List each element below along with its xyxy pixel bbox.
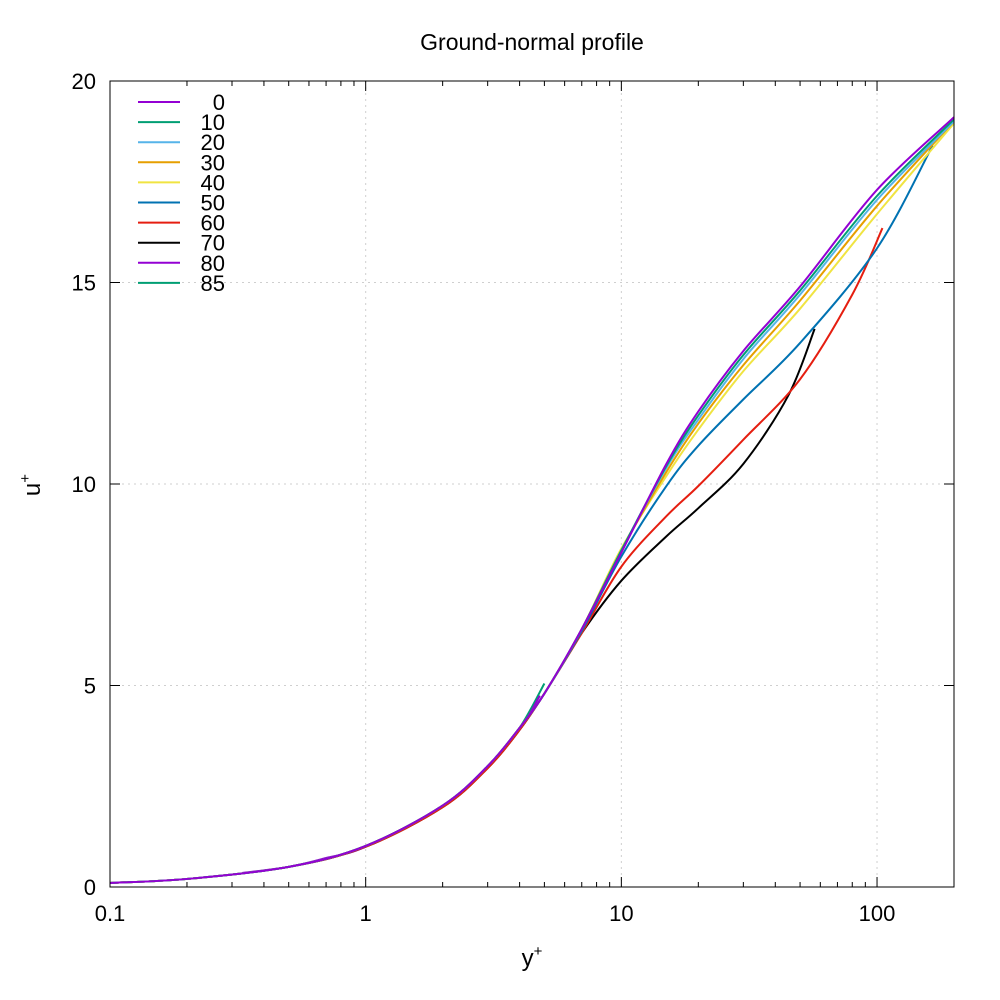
x-tick-label: 100 xyxy=(859,901,896,926)
x-axis-label: y+ xyxy=(522,943,543,972)
series-layer xyxy=(109,116,955,884)
x-tick-label: 0.1 xyxy=(95,901,126,926)
x-tick-label: 10 xyxy=(609,901,633,926)
legend-label: 70 xyxy=(201,231,225,256)
y-tick-label: 10 xyxy=(72,472,96,497)
x-axis-label-sup: + xyxy=(534,943,543,960)
legend-label: 60 xyxy=(201,211,225,236)
legend-label: 0 xyxy=(213,90,225,115)
chart-title: Ground-normal profile xyxy=(420,29,644,55)
y-tick-label: 5 xyxy=(84,674,96,699)
y-tick-label: 15 xyxy=(72,271,96,296)
x-tick-label: 1 xyxy=(360,901,372,926)
x-axis-label-base: y xyxy=(522,945,534,972)
y-tick-label: 0 xyxy=(84,875,96,900)
legend-label: 85 xyxy=(201,271,225,296)
legend-label: 80 xyxy=(201,251,225,276)
y-axis-label: u+ xyxy=(17,474,46,496)
legend-label: 40 xyxy=(201,170,225,195)
grid xyxy=(110,81,954,887)
legend-label: 30 xyxy=(201,150,225,175)
y-axis-label-base: u xyxy=(19,483,46,496)
y-tick-label: 20 xyxy=(72,69,96,94)
ticks xyxy=(109,80,954,888)
legend-label: 20 xyxy=(201,130,225,155)
legend-label: 10 xyxy=(201,110,225,135)
series-line-0 xyxy=(109,116,955,884)
legend-label: 50 xyxy=(201,191,225,216)
y-axis-label-sup: + xyxy=(17,474,34,483)
